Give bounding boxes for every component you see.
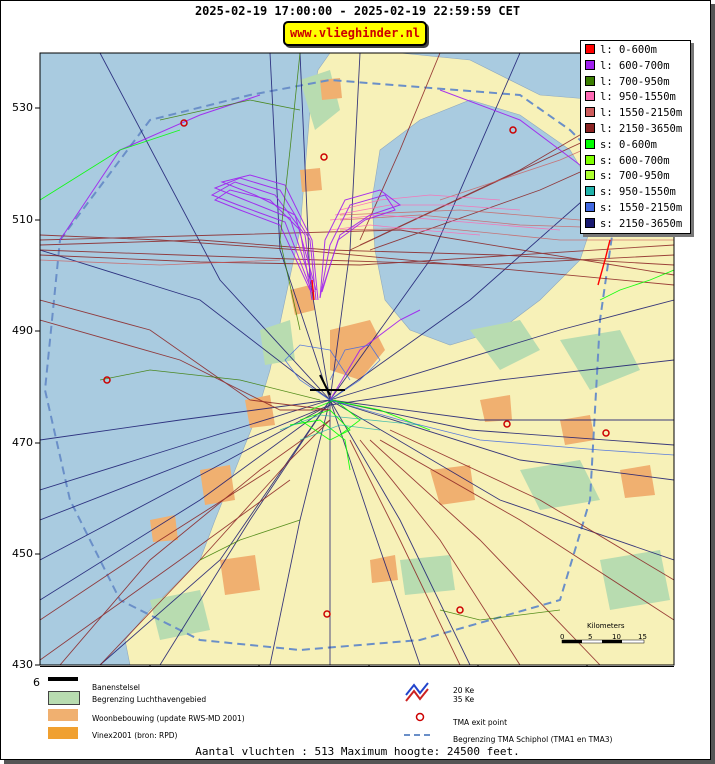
legend-label: l: 600-700m: [600, 59, 670, 72]
legend-swatch: [585, 170, 595, 181]
legend-swatch: [585, 59, 595, 70]
legend-label: l: 2150-3650m: [600, 123, 683, 135]
legend-label: l: 0-600m: [600, 44, 657, 56]
legend-item: l: 1550-2150m: [585, 107, 682, 121]
legend-item: l: 950-1550m: [585, 91, 676, 105]
legend-vinex: Vinex2001 (bron: RPD): [92, 731, 178, 740]
tracks-landings-pink: [329, 194, 561, 236]
legend-noise-20: 20 Ke: [453, 686, 475, 695]
legend-label: s: 0-600m: [600, 138, 657, 151]
brand-link[interactable]: www.vlieghinder.nl: [283, 21, 427, 46]
legend-item: s: 950-1550m: [585, 186, 676, 200]
tma-exit-points: [103, 119, 610, 618]
legend-swatch: [585, 91, 595, 102]
legend-noise-35: 35 Ke: [453, 695, 475, 704]
scale-tick: 15: [638, 633, 647, 641]
legend-runways: Banenstelsel: [92, 683, 141, 692]
legend-label: s: 1550-2150m: [600, 202, 683, 214]
legend-item: l: 2150-3650m: [585, 123, 682, 137]
housing-swatch: [48, 709, 78, 721]
runway: [310, 374, 345, 396]
legend-label: s: 700-950m: [600, 170, 670, 183]
legend-swatch: [585, 138, 595, 149]
legend-label: l: 950-1550m: [600, 91, 676, 104]
legend-label: s: 2150-3650m: [600, 217, 683, 230]
legend-item: s: 0-600m: [585, 138, 657, 153]
y-tick-label: 510: [12, 213, 33, 226]
legend-item: s: 1550-2150m: [585, 202, 682, 216]
lake-area: [371, 99, 601, 346]
legend-tma-boundary: Begrenzing TMA Schiphol (TMA1 en TMA3): [453, 735, 613, 744]
legend-airport-area: Begrenzing Luchthavengebied: [92, 695, 207, 704]
legend-housing: Woonbebouwing (update RWS-MD 2001): [92, 714, 245, 723]
page-title: 2025-02-19 17:00:00 - 2025-02-19 22:59:5…: [194, 4, 521, 18]
y-tick-label: 490: [12, 324, 33, 337]
airport-area-swatch: [48, 691, 80, 705]
legend-item: l: 0-600m: [585, 44, 657, 58]
legend-swatch: [585, 202, 595, 212]
scale-bar: [561, 639, 645, 644]
legend-item: l: 700-950m: [585, 75, 670, 90]
legend-swatch: [585, 186, 595, 197]
legend-item: s: 700-950m: [585, 170, 670, 184]
map-border: [39, 52, 675, 666]
legend-label: s: 950-1550m: [600, 186, 676, 199]
vinex-swatch: [48, 727, 78, 739]
tracks-green-dark: [99, 53, 561, 621]
tracks-cyan: [279, 414, 421, 441]
legend-item: l: 600-700m: [585, 59, 670, 74]
legend-label: l: 1550-2150m: [600, 107, 683, 120]
scale-tick: 10: [612, 633, 621, 641]
legend-swatch: [585, 217, 595, 228]
scale-title: Kilometers: [587, 622, 625, 630]
legend-swatch: [585, 154, 595, 165]
legend-label: s: 600-700m: [600, 154, 670, 167]
scale-tick: 0: [560, 633, 565, 641]
tma-boundary-icon: [404, 734, 434, 736]
legend-tma-exit: TMA exit point: [453, 718, 508, 727]
scale-tick: 5: [588, 633, 593, 641]
runway-swatch: [48, 677, 78, 681]
tracks-blue: [284, 344, 674, 456]
legend-swatch: [585, 44, 595, 54]
y-tick-label: 530: [12, 101, 33, 114]
tracks-red: [311, 239, 611, 301]
y-tick-label: 430: [12, 658, 33, 671]
y-tick-label: 450: [12, 547, 33, 560]
legend-swatch: [585, 107, 595, 118]
legend-item: s: 2150-3650m: [585, 217, 683, 232]
legend-swatch: [585, 123, 595, 133]
y-tick-label: 470: [12, 436, 33, 449]
map-legend-panel: Banenstelsel Begrenzing Luchthavengebied…: [40, 666, 674, 745]
tma-boundary: [43, 78, 622, 652]
legend-label: l: 700-950m: [600, 75, 670, 88]
legend-swatch: [585, 75, 595, 86]
altitude-legend: l: 0-600m l: 600-700m l: 700-950m l: 950-15…: [580, 40, 691, 234]
tma-exit-icon: [415, 712, 425, 722]
tracks-landings-high: [40, 53, 674, 665]
tracks-departures-high: [40, 53, 674, 665]
flight-summary: Aantal vluchten : 513 Maximum hoogte: 24…: [195, 745, 520, 758]
legend-item: s: 600-700m: [585, 154, 670, 169]
green-areas: [150, 70, 670, 640]
noise-contour-icon: [405, 682, 429, 702]
